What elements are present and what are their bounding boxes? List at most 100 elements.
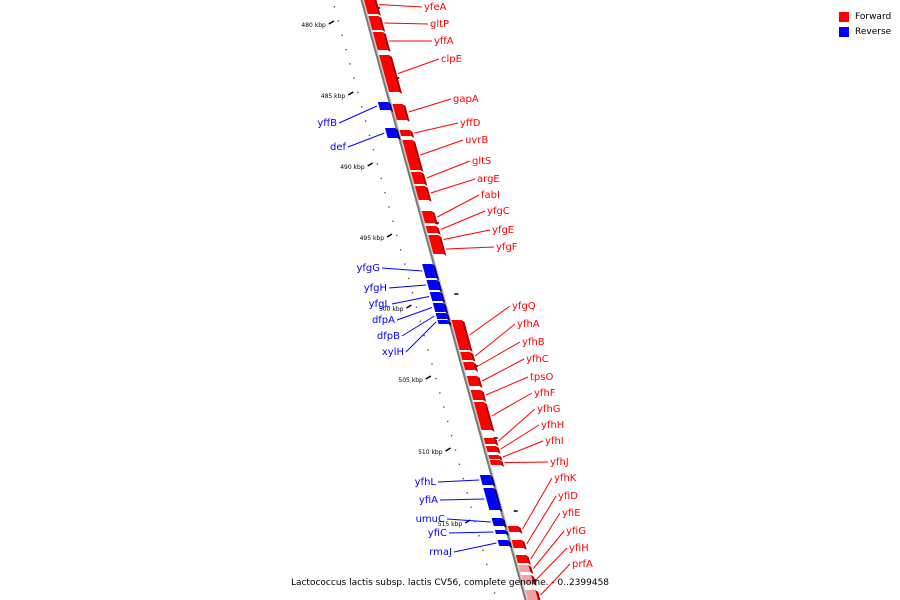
kbp-tick-label: 505 kbp	[398, 377, 423, 384]
kbp-tick	[445, 447, 451, 452]
forward-gene-fabI	[421, 211, 435, 223]
gene-label-dfpB-leader	[401, 315, 435, 337]
forward-gene-yfgQ	[451, 320, 470, 350]
forward-gene-yfhG-shade	[493, 438, 499, 446]
reverse-gene-def-shade	[394, 128, 401, 140]
reverse-gene-rmaJ	[497, 540, 510, 546]
reverse-gene-xylH-shade	[447, 320, 452, 326]
gene-label-yfhK: yfhK	[554, 473, 577, 484]
gene-label-yfhC-leader	[481, 358, 525, 382]
gene-label-yfhF: yfhF	[534, 388, 556, 399]
genome-backbone-highlight	[362, 0, 528, 600]
minor-tick	[345, 48, 347, 51]
gene-label-prfA: prfA	[572, 559, 593, 570]
gene-label-def: def	[330, 142, 347, 153]
gene-label-argE-leader	[430, 178, 476, 194]
reverse-gene-yfiC-shade	[504, 530, 509, 536]
forward-gene-yfiG-shade	[528, 565, 534, 574]
gene-label-xylH: xylH	[382, 347, 404, 358]
forward-gene-gltP	[368, 16, 383, 30]
minor-tick	[364, 120, 367, 122]
gene-label-yfeA: yfeA	[424, 2, 447, 13]
forward-gene-yfiG	[518, 565, 531, 572]
gene-label-yfhA: yfhA	[517, 319, 540, 330]
minor-tick	[446, 420, 449, 423]
minor-tick	[478, 535, 480, 537]
gene-label-uvrB-leader	[420, 139, 464, 156]
gene-label-yfhK-leader	[522, 477, 553, 530]
forward-gene-uvrB	[402, 140, 421, 170]
forward-gene-yfeA	[364, 0, 378, 14]
gene-label-tpsO-leader	[485, 376, 529, 396]
gene-label-yffD: yffD	[460, 118, 481, 129]
gene-label-yfhB: yfhB	[522, 337, 545, 348]
minor-tick	[486, 563, 488, 566]
forward-gene-fabI-shade	[431, 211, 438, 225]
forward-gene-yfhK	[507, 526, 520, 532]
reverse-gene-yfhL-shade	[489, 475, 496, 487]
gene-label-yfiE: yfiE	[562, 508, 581, 519]
gene-label-argE: argE	[477, 174, 500, 185]
gene-label-rmaJ-leader	[453, 542, 497, 553]
forward-gene-yfgC	[425, 226, 438, 233]
minor-tick	[415, 306, 418, 308]
gene-label-yfhH-leader	[500, 424, 540, 450]
reverse-gene-yfhL	[479, 475, 493, 485]
gene-label-yfiD-leader	[526, 495, 557, 545]
kbp-tick-label: 485 kbp	[321, 93, 346, 100]
kbp-tick	[386, 233, 393, 238]
forward-gene-gapA	[392, 104, 407, 120]
gene-label-yffB-leader	[338, 105, 378, 124]
gene-label-yfiD: yfiD	[558, 491, 578, 502]
reverse-gene-yffB	[377, 102, 391, 110]
forward-gene-yfhC	[466, 376, 480, 386]
forward-gene-yfiD	[511, 540, 524, 548]
gene-label-yfhG-leader	[498, 408, 536, 442]
forward-gene-clpE	[379, 55, 400, 92]
gene-label-yfiA-leader	[439, 498, 485, 501]
gene-label-yfiG-leader	[532, 530, 565, 569]
gene-label-yfgH: yfgH	[364, 283, 387, 294]
gene-label-fabI: fabI	[481, 190, 500, 201]
forward-gene-yfgE	[428, 235, 441, 244]
gene-label-gltS-leader	[426, 160, 471, 179]
reverse-gene-xylH	[437, 320, 449, 324]
kbp-tick	[425, 375, 432, 380]
gene-label-yfhG: yfhG	[537, 404, 561, 415]
reverse-gene-dfpA-shade	[442, 303, 449, 314]
gene-label-yfhI: yfhI	[545, 436, 564, 447]
gene-label-gltP-leader	[384, 22, 429, 25]
forward-gene-argE-shade	[424, 186, 432, 202]
reverse-gene-yfgL	[429, 292, 443, 301]
reverse-gene-yfiC	[494, 530, 506, 534]
gene-label-yfhH: yfhH	[541, 420, 564, 431]
gene-label-yfgE-leader	[443, 229, 491, 240]
forward-gene-yfgF-shade	[440, 244, 447, 256]
gene-label-yfiH: yfiH	[569, 543, 589, 554]
forward-gene-yffA	[372, 32, 388, 50]
genome-caption: Lactococcus lactis subsp. lactis CV56, c…	[290, 578, 610, 588]
gene-label-uvrB: uvrB	[465, 135, 488, 146]
forward-gene-gltS	[411, 172, 425, 184]
gene-label-dfpB: dfpB	[377, 331, 400, 342]
gene-label-yfgF: yfgF	[496, 242, 518, 253]
gene-label-yfgE: yfgE	[492, 225, 514, 236]
minor-tick	[392, 220, 394, 222]
minor-tick	[489, 578, 492, 580]
kbp-tick-label: 490 kbp	[340, 164, 365, 171]
reverse-gene-yfiA	[483, 488, 500, 510]
minor-tick	[427, 349, 429, 351]
gene-label-yfhJ-leader	[504, 461, 549, 463]
forward-gene-gapA-shade	[402, 104, 410, 122]
gene-label-yfhB-leader	[477, 341, 521, 367]
forward-gene-yfhB-shade	[472, 362, 479, 372]
forward-gene-yfiH	[521, 575, 534, 584]
minor-tick	[357, 91, 359, 94]
minor-tick	[333, 6, 336, 8]
gene-label-yfgQ: yfgQ	[512, 301, 536, 312]
legend-reverse: Reverse	[839, 24, 891, 39]
minor-tick	[466, 492, 468, 494]
gene-label-yfgF-leader	[446, 246, 495, 250]
forward-gene-uvrB-shade	[412, 140, 424, 172]
